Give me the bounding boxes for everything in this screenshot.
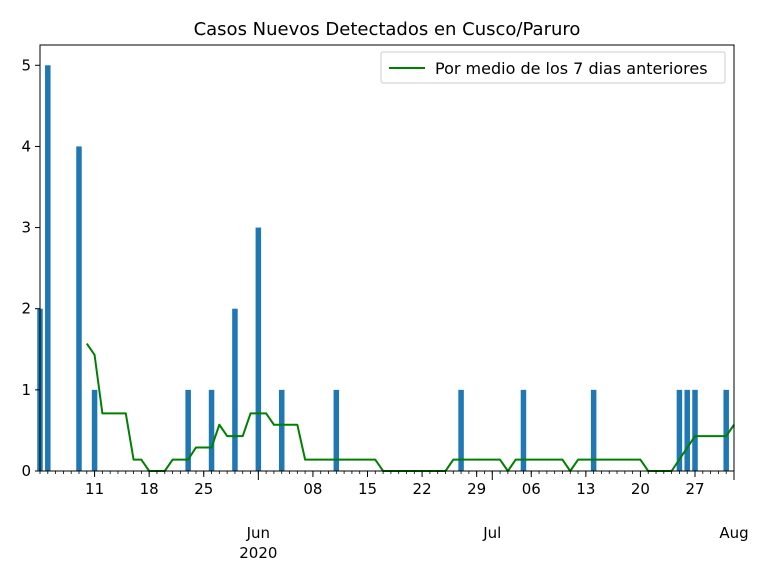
line-layer	[85, 343, 735, 472]
moving-average-line	[85, 343, 735, 472]
bar	[278, 389, 285, 471]
x-tick-label: 18	[140, 480, 159, 498]
x-tick-label: 08	[303, 480, 322, 498]
x-tick-label: 11	[85, 480, 104, 498]
y-tick-label: 3	[21, 219, 31, 237]
y-tick-label: 4	[21, 137, 31, 155]
y-tick-label: 1	[21, 381, 31, 399]
bar	[45, 65, 51, 471]
bar	[91, 389, 98, 471]
bar	[185, 389, 191, 471]
bar	[333, 389, 340, 471]
x-tick-label: 20	[631, 480, 650, 498]
y-tick-label: 5	[21, 56, 31, 74]
bar	[255, 227, 262, 471]
x-tick-label: 25	[194, 480, 213, 498]
axes-layer: 0 1 2 3 4 5 11 18 25 08 15 22 29 06 13 20 27 Jun 2020 Jul Au…	[21, 44, 749, 562]
legend-label: Por medio de los 7 dias anteriores	[435, 59, 708, 78]
bar	[232, 308, 238, 471]
legend: Por medio de los 7 dias anteriores	[380, 51, 726, 84]
bar	[590, 389, 597, 471]
x-tick-label: 29	[467, 480, 486, 498]
bar	[676, 389, 683, 471]
bar	[520, 389, 527, 471]
bar	[684, 389, 690, 471]
x-year-label: 2020	[239, 544, 277, 562]
bars-layer	[37, 65, 729, 471]
bar	[76, 146, 82, 471]
y-tick-label: 0	[21, 462, 31, 480]
x-tick-label: 22	[413, 480, 432, 498]
x-tick-label: 13	[576, 480, 595, 498]
chart-title: Casos Nuevos Detectados en Cusco/Paruro	[194, 19, 581, 40]
bar	[208, 389, 215, 471]
x-tick-label: 06	[522, 480, 541, 498]
x-tick-label: 27	[685, 480, 704, 498]
x-month-label: Aug	[719, 524, 748, 542]
y-tick-label: 2	[21, 300, 31, 318]
bar	[723, 389, 729, 471]
bar	[458, 389, 464, 471]
plot-frame	[39, 44, 735, 472]
legend-box	[380, 51, 726, 84]
x-month-label: Jun	[246, 524, 270, 542]
x-month-label: Jul	[482, 524, 501, 542]
bar	[692, 389, 698, 471]
x-tick-label: 15	[358, 480, 377, 498]
